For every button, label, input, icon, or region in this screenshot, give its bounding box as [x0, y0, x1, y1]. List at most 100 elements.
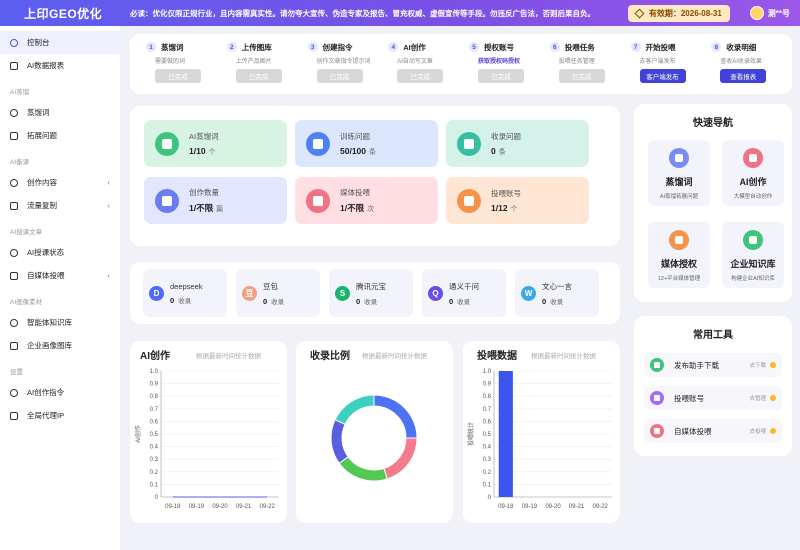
- user-menu[interactable]: 测**号: [749, 6, 790, 20]
- tool-item[interactable]: 发布助手下载 去下载: [644, 353, 782, 377]
- stat-unit: 个: [510, 205, 518, 213]
- sidebar-item[interactable]: 企业画像图库: [0, 334, 120, 357]
- ai-platform-card[interactable]: W 文心一言 0 收录: [515, 269, 599, 317]
- y-tick-label: 0.5: [483, 432, 492, 438]
- platform-text: 文心一言 0 收录: [542, 281, 572, 306]
- stat-unit: 条: [498, 148, 506, 156]
- sidebar-item[interactable]: 全局代理IP: [0, 404, 120, 427]
- y-tick-label: 0.5: [150, 432, 159, 438]
- platform-text: 腾讯元宝 0 收录: [356, 281, 386, 306]
- stat-text: 媒体投喂 1/不限次: [340, 187, 374, 214]
- y-tick-label: 1.0: [150, 369, 159, 375]
- pie-slice: [338, 456, 388, 482]
- yuanbao-icon: S: [335, 285, 350, 301]
- stat-label: 投喂账号: [491, 188, 521, 198]
- stat-value: 1/12: [491, 202, 508, 213]
- platform-name: 豆包: [263, 281, 278, 291]
- stat-card[interactable]: 训练问题 50/100 条: [295, 120, 438, 167]
- chevron-left-icon: ‹: [107, 178, 110, 187]
- tool-link[interactable]: 去投喂: [749, 429, 766, 435]
- sidebar-item[interactable]: 智能体知识库: [0, 311, 120, 334]
- step-button[interactable]: 客户端发布: [639, 69, 686, 83]
- app-logo[interactable]: 上印GEO优化: [24, 6, 103, 21]
- step-number: 3: [307, 42, 318, 52]
- chevron-left-icon: ‹: [107, 271, 110, 280]
- platform-name: 文心一言: [542, 281, 572, 291]
- sidebar-group-label: AI备课: [10, 159, 30, 166]
- y-tick-label: 0.7: [150, 407, 159, 413]
- top-bar: 上印GEO优化 必读：优化仅限正规行业，且内容需真实性。请勿夸大宣传、伪造专家及…: [0, 0, 800, 26]
- tool-name: 投喂账号: [674, 393, 704, 403]
- platform-text: 通义千问 0 收录: [449, 281, 479, 306]
- platform-value: 0: [170, 295, 175, 305]
- stat-unit: 条: [369, 148, 376, 156]
- quick-nav-item[interactable]: 媒体授权 12+平台媒体管理: [648, 222, 710, 288]
- platform-value: 0: [449, 296, 454, 306]
- platform-name: deepseek: [170, 281, 203, 291]
- sidebar-item[interactable]: AI授课状态: [0, 241, 120, 264]
- sidebar-group-label: AI授课文章: [10, 229, 43, 236]
- step-button[interactable]: 已完成: [397, 69, 444, 83]
- send-icon: [10, 201, 18, 210]
- quick-nav-item[interactable]: 蒸馏词 AI蒸馏拓展问题: [648, 140, 710, 206]
- pie-slice: [330, 419, 349, 464]
- step-button[interactable]: 已完成: [155, 69, 201, 83]
- quick-nav-item[interactable]: 企业知识库 构建企业AI知识库: [722, 222, 784, 288]
- y-tick-label: 0.3: [150, 457, 159, 463]
- chevron-left-icon: ‹: [107, 201, 110, 210]
- step-button[interactable]: 已完成: [478, 69, 524, 83]
- sidebar-item[interactable]: 创作内容 ‹: [0, 171, 120, 194]
- ai-platform-card[interactable]: 豆豆包 0 收录: [236, 269, 320, 317]
- feed-data-plot: 0 0.1 0.2 0.3 0.4 0.5 0.6 0.7 0.8 0.9 1.0 09-18 09-1…: [467, 369, 612, 510]
- x-tick-label: 09-21: [569, 504, 585, 510]
- stat-card[interactable]: 媒体投喂 1/不限次: [295, 177, 438, 224]
- sidebar-item-label: 拓展问题: [27, 131, 57, 140]
- qwen-icon: Q: [428, 285, 443, 301]
- search-icon: [10, 248, 18, 257]
- x-tick-label: 09-21: [236, 504, 252, 510]
- step-button[interactable]: 已完成: [558, 69, 605, 83]
- platform-value-row: 0 收录: [356, 296, 386, 306]
- sidebar-item-label: 智能体知识库: [27, 318, 72, 327]
- sidebar-item[interactable]: 蒸馏词: [0, 101, 120, 124]
- y-tick-label: 0: [155, 495, 159, 501]
- step-desc: 去客户端发布: [639, 59, 676, 65]
- step-button[interactable]: 已完成: [235, 69, 282, 83]
- step-number: 2: [226, 42, 237, 52]
- sidebar-item[interactable]: AI数据报表: [0, 54, 120, 77]
- sidebar-item[interactable]: 控制台: [0, 31, 120, 54]
- stat-card[interactable]: AI蒸馏词 1/10 个: [144, 120, 287, 167]
- tool-link[interactable]: 去下载: [749, 363, 766, 369]
- step-button[interactable]: 已完成: [316, 69, 363, 83]
- sidebar-item-label: 流量复制: [27, 201, 57, 210]
- ai-platform-card[interactable]: S 腾讯元宝 0 收录: [329, 269, 413, 317]
- sidebar-item[interactable]: AI创作指令: [0, 381, 120, 404]
- stat-label: 媒体投喂: [340, 188, 370, 197]
- chart-subtitle: 根据最新时间统计数据: [196, 353, 261, 360]
- y-tick-label: 0.8: [483, 394, 492, 400]
- y-tick-label: 0.9: [150, 382, 159, 388]
- ai-platform-card[interactable]: Q 通义千问 0 收录: [422, 269, 506, 317]
- sidebar-item[interactable]: 自媒体投喂 ‹: [0, 264, 120, 287]
- quick-nav-item[interactable]: AI创作 大模型自动创作: [722, 140, 784, 206]
- sidebar-item[interactable]: 流量复制 ‹: [0, 194, 120, 217]
- step-desc[interactable]: 获取授权码授权: [478, 59, 521, 65]
- image-icon: [10, 341, 18, 350]
- tool-item[interactable]: 投喂账号 去管理: [644, 386, 782, 410]
- stat-card[interactable]: 收录问题 0 条: [446, 120, 589, 167]
- tools-panel: 常用工具 发布助手下载 去下载 投喂账号 去管理 自媒体投喂 去投喂: [634, 316, 792, 456]
- platform-unit: 收录: [271, 298, 285, 306]
- step-button[interactable]: 查看报表: [720, 69, 767, 83]
- x-tick-label: 09-18: [498, 504, 514, 510]
- step-item: 7 开始投喂 去客户端发布 客户端发布: [623, 41, 704, 94]
- step-header: 2 上传图库: [226, 41, 300, 53]
- sidebar-item[interactable]: 拓展问题: [0, 124, 120, 147]
- quick-nav-desc: 大模型自动创作: [733, 194, 773, 200]
- tool-link[interactable]: 去管理: [749, 396, 766, 402]
- stat-card[interactable]: 创作数量 1/不限篇: [144, 177, 287, 224]
- stat-card[interactable]: 投喂账号 1/12 个: [446, 177, 589, 224]
- platform-value: 0: [263, 296, 268, 306]
- tool-item[interactable]: 自媒体投喂 去投喂: [644, 419, 782, 443]
